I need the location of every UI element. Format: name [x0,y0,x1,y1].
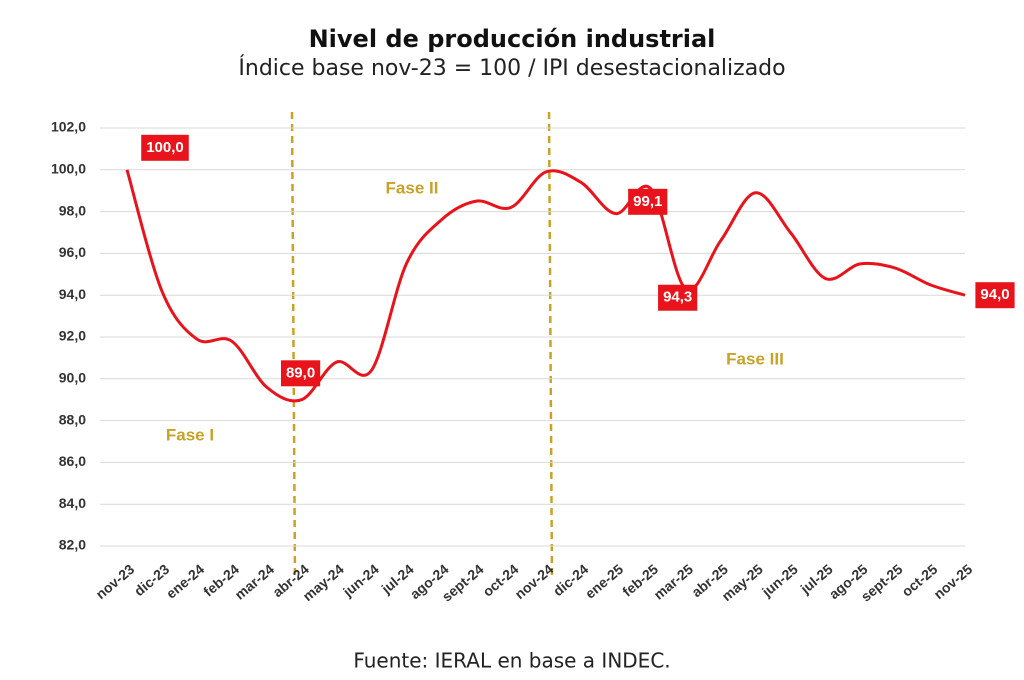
value-label-box [628,188,668,215]
y-tick-label: 100,0 [51,161,86,177]
value-label-box [280,360,321,387]
value-label: 99,1 [633,193,662,210]
phase-label: Fase II [386,178,439,197]
phase-label: Fase III [726,349,784,368]
y-tick-label: 96,0 [59,244,86,260]
phase-divider [290,111,297,581]
y-tick-label: 102,0 [51,119,86,135]
y-tick-label: 82,0 [59,537,86,553]
y-tick-label: 90,0 [59,370,86,386]
value-label: 89,0 [286,364,315,381]
phase-label: Fase I [166,425,214,444]
line [125,169,966,403]
x-tick-label: nov-24 [511,561,556,602]
x-tick-label: jun-24 [339,561,382,601]
chart-title: Nivel de producción industrial [309,25,716,53]
x-tick-label: nov-25 [930,561,975,602]
x-tick-label: ene-24 [163,561,207,602]
phase-divider [547,111,554,581]
chart-subtitle: Índice base nov-23 = 100 / IPI desestaci… [238,55,785,81]
y-tick-label: 92,0 [59,328,86,344]
y-tick-label: 94,0 [59,286,86,302]
x-tick-label: mar-25 [651,561,697,603]
x-tick-label: jun-25 [758,561,801,601]
x-tick-label: mar-24 [232,561,278,603]
value-label-box [658,284,698,311]
value-label: 94,3 [663,289,692,306]
value-label-box [975,282,1015,309]
value-label-box [141,134,189,161]
value-label: 100,0 [146,139,184,156]
x-tick-label: ene-25 [582,561,626,602]
value-label: 94,0 [980,286,1009,303]
x-tick-label: nov-23 [92,561,137,602]
y-tick-label: 88,0 [59,411,86,427]
source: Fuente: IERAL en base a INDEC. [353,649,670,673]
y-tick-label: 98,0 [59,202,86,218]
y-tick-label: 84,0 [59,495,86,511]
y-tick-label: 86,0 [59,453,86,469]
